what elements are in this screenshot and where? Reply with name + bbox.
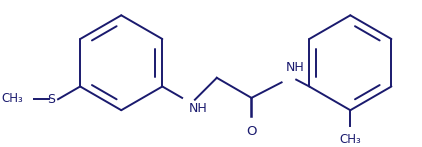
Text: CH₃: CH₃ bbox=[339, 133, 361, 146]
Text: CH₃: CH₃ bbox=[2, 92, 23, 105]
Text: S: S bbox=[47, 93, 55, 106]
Text: NH: NH bbox=[286, 61, 305, 74]
Text: O: O bbox=[246, 125, 257, 138]
Text: NH: NH bbox=[189, 102, 207, 115]
